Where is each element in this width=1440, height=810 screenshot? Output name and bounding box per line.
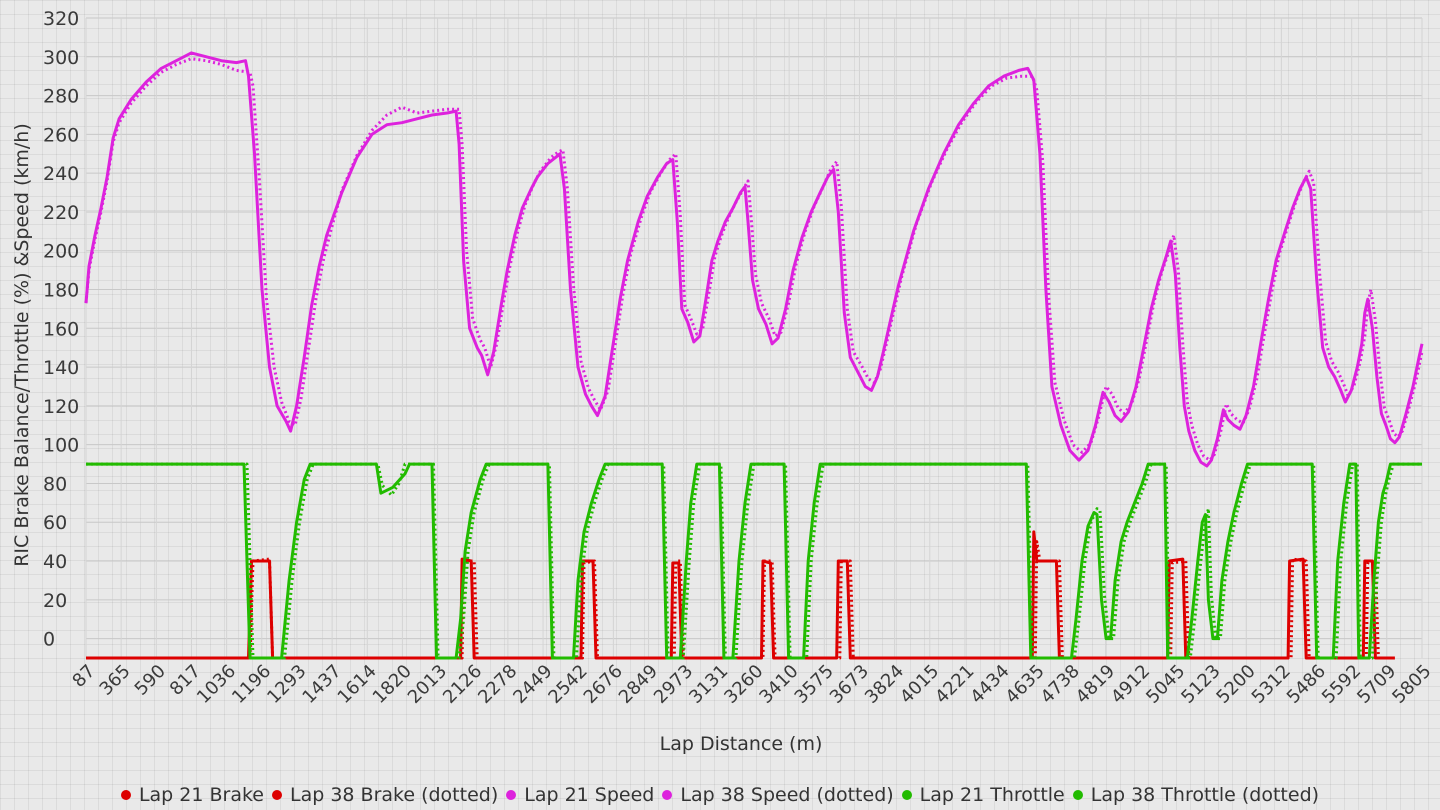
series-line-speed21 — [84, 51, 1424, 468]
y-tick-label: 160 — [43, 318, 79, 340]
legend-item: Lap 38 Brake (dotted) — [272, 784, 498, 806]
x-tick-label: 4819 — [1072, 661, 1119, 708]
x-tick-label: 365 — [96, 661, 135, 700]
x-tick-label: 87 — [68, 661, 99, 692]
series-line-throttle21 — [86, 462, 1422, 660]
x-tick-label: 5200 — [1213, 661, 1260, 708]
legend-label: Lap 21 Brake — [138, 784, 264, 806]
x-tick-label: 1614 — [334, 661, 381, 708]
x-tick-label: 2449 — [509, 661, 556, 708]
series-line-brake21 — [86, 530, 1395, 660]
x-tick-label: 1196 — [228, 661, 275, 708]
legend-marker-icon — [120, 790, 131, 800]
x-tick-label: 3410 — [755, 661, 802, 708]
line-chart: 0 20 40 60 80 100 120 140 160 180 200 220 240 260 280 3… — [11, 8, 1436, 755]
y-tick-label: 220 — [43, 202, 79, 224]
x-tick-label: 1036 — [193, 661, 240, 708]
legend-marker-icon — [272, 790, 282, 800]
x-tick-label: 3575 — [791, 661, 838, 708]
legend-item: Lap 38 Throttle (dotted) — [1072, 784, 1320, 806]
y-tick-label: 300 — [43, 47, 79, 69]
x-tick-label: 2849 — [615, 661, 662, 708]
legend-label: Lap 21 Throttle — [919, 784, 1065, 806]
x-tick-label: 5592 — [1318, 661, 1365, 708]
x-tick-label: 4738 — [1037, 661, 1084, 708]
y-tick-label: 120 — [43, 396, 79, 418]
x-axis-title: Lap Distance (m) — [660, 733, 823, 755]
y-tick-label: 0 — [43, 629, 55, 651]
chart-grid — [85, 17, 1423, 658]
legend-label: Lap 38 Speed (dotted) — [680, 784, 894, 806]
x-tick-label: 5123 — [1177, 661, 1224, 708]
x-tick-label: 1820 — [369, 661, 416, 708]
x-tick-label: 2542 — [545, 661, 592, 708]
x-tick-label: 590 — [131, 661, 170, 700]
x-tick-label: 1293 — [263, 661, 310, 708]
x-tick-label: 3131 — [685, 661, 732, 708]
x-tick-label: 5805 — [1388, 661, 1435, 708]
x-tick-label: 5709 — [1353, 661, 1400, 708]
y-tick-label: 200 — [43, 241, 79, 263]
x-tick-label: 1437 — [298, 661, 345, 708]
y-tick-label: 100 — [43, 435, 79, 457]
x-tick-label: 2973 — [650, 661, 697, 708]
y-tick-label: 260 — [43, 124, 79, 146]
legend-marker-icon — [901, 790, 912, 800]
legend-marker-icon — [1072, 790, 1083, 800]
x-tick-label: 4912 — [1107, 661, 1154, 708]
y-tick-label: 320 — [43, 8, 79, 30]
x-tick-label: 3673 — [826, 661, 873, 708]
legend-item: Lap 21 Brake — [120, 784, 264, 806]
x-tick-label: 2013 — [404, 661, 451, 708]
x-tick-label: 2676 — [580, 661, 627, 708]
x-tick-label: 3824 — [861, 661, 908, 708]
chart-legend: Lap 21 Brake Lap 38 Brake (dotted) Lap 21 … — [0, 784, 1440, 806]
legend-item: Lap 21 Throttle — [901, 784, 1065, 806]
x-tick-label: 4015 — [896, 661, 943, 708]
legend-item: Lap 21 Speed — [506, 784, 654, 806]
x-axis-ticks: 8736559081710361196129314371614182020132… — [68, 661, 1435, 708]
y-tick-label: 140 — [43, 357, 79, 379]
legend-label: Lap 21 Speed — [524, 784, 655, 806]
series-line-brake38 — [86, 540, 1395, 660]
y-tick-label: 60 — [43, 512, 67, 534]
y-tick-label: 240 — [43, 163, 79, 185]
y-tick-label: 280 — [43, 86, 79, 108]
series-lines — [84, 51, 1424, 660]
x-tick-label: 3260 — [720, 661, 767, 708]
legend-label: Lap 38 Throttle (dotted) — [1090, 784, 1320, 806]
x-tick-label: 5486 — [1283, 661, 1330, 708]
x-tick-label: 5045 — [1142, 661, 1189, 708]
y-tick-label: 180 — [43, 280, 79, 302]
x-tick-label: 4221 — [931, 661, 978, 708]
x-tick-label: 2126 — [439, 661, 486, 708]
y-axis-ticks: 0 20 40 60 80 100 120 140 160 180 200 220 240 260 280 3… — [43, 8, 79, 651]
legend-marker-icon — [662, 790, 673, 800]
x-tick-label: 4434 — [966, 661, 1013, 708]
legend-item: Lap 38 Speed (dotted) — [662, 784, 894, 806]
x-tick-label: 4635 — [1002, 661, 1049, 708]
x-tick-label: 5312 — [1248, 661, 1295, 708]
legend-marker-icon — [506, 790, 517, 800]
legend-label: Lap 38 Brake (dotted) — [290, 784, 499, 806]
y-tick-label: 40 — [43, 551, 67, 573]
y-tick-label: 20 — [43, 590, 67, 612]
y-axis-title: RIC Brake Balance/Throttle (%) &Speed (k… — [11, 123, 33, 567]
x-tick-label: 2278 — [474, 661, 521, 708]
y-tick-label: 80 — [43, 473, 67, 495]
